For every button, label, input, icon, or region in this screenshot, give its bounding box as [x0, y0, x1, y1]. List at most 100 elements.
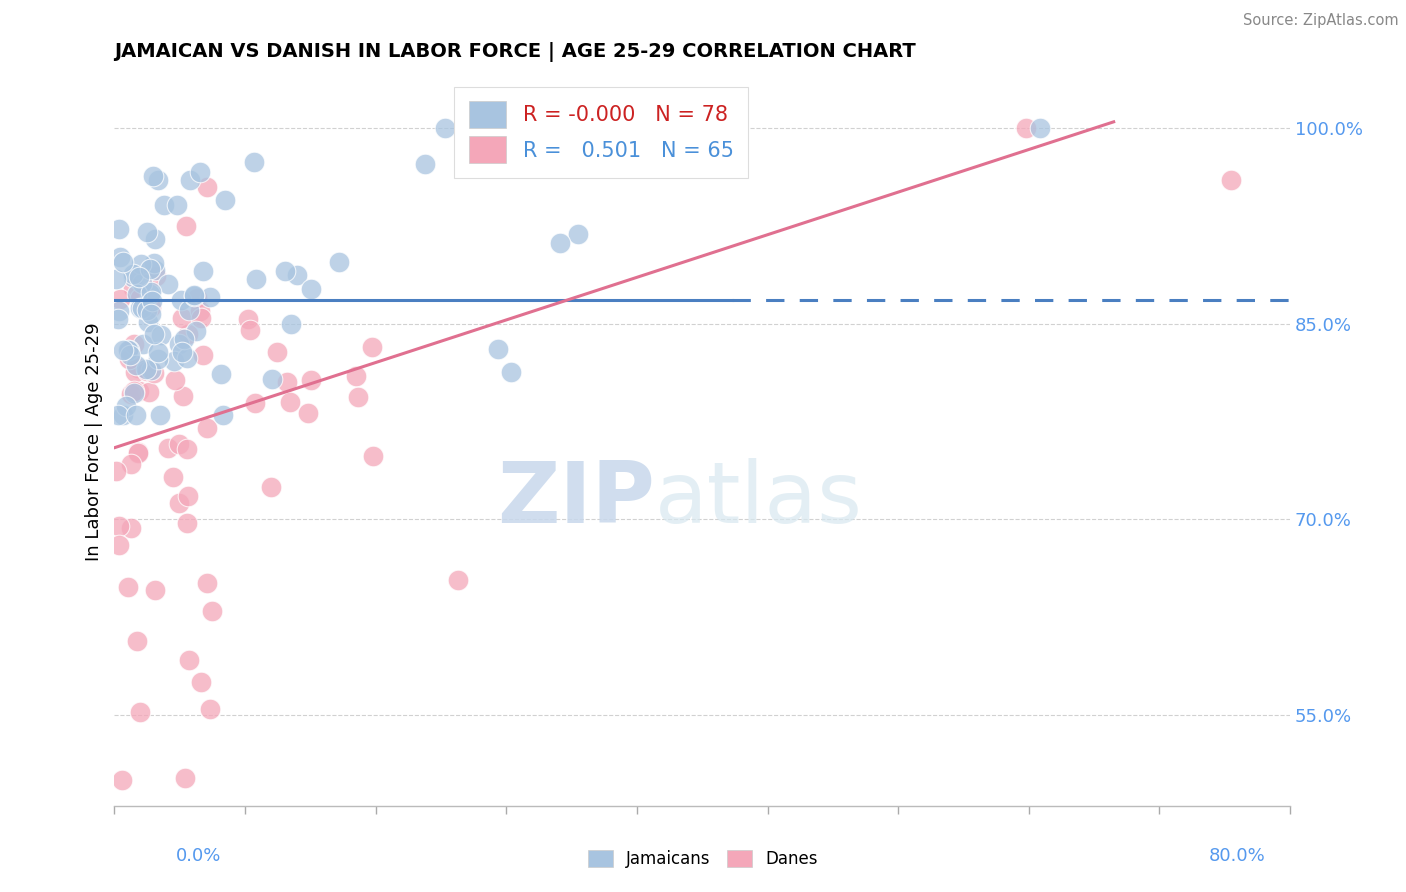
Point: [150, 327, 173, 342]
Legend: Jamaicans, Danes: Jamaicans, Danes: [581, 843, 825, 875]
Point: [143, 232, 166, 246]
Point: [139, 262, 162, 277]
Point: [143, 256, 166, 270]
Legend: R = -0.000   N = 78, R =   0.501   N = 65: R = -0.000 N = 78, R = 0.501 N = 65: [454, 87, 748, 178]
Point: [183, 288, 205, 302]
Point: [328, 255, 350, 269]
Point: [280, 317, 302, 331]
Point: [108, 304, 131, 318]
Point: [344, 369, 367, 384]
Point: [170, 345, 193, 359]
Point: [138, 385, 160, 400]
Point: [170, 293, 193, 308]
Point: [146, 351, 169, 366]
Point: [112, 343, 135, 357]
Point: [118, 351, 141, 366]
Point: [107, 222, 129, 236]
Point: [165, 373, 187, 387]
Point: [128, 705, 150, 719]
Point: [245, 396, 267, 410]
Point: [157, 441, 180, 455]
Point: [108, 292, 131, 306]
Point: [550, 236, 572, 251]
Point: [104, 272, 127, 286]
Point: [285, 268, 308, 283]
Point: [117, 580, 139, 594]
Point: [177, 653, 200, 667]
Point: [128, 384, 150, 398]
Point: [131, 277, 153, 291]
Point: [214, 193, 236, 207]
Point: [136, 315, 159, 329]
Point: [139, 285, 162, 299]
Point: [260, 372, 283, 386]
Point: [146, 172, 169, 186]
Point: [434, 121, 457, 136]
Point: [108, 519, 131, 533]
Point: [245, 271, 267, 285]
Point: [299, 373, 322, 387]
Point: [125, 634, 148, 648]
Point: [145, 269, 167, 284]
Point: [239, 323, 262, 337]
Point: [143, 583, 166, 598]
Point: [129, 291, 152, 305]
Point: [141, 363, 163, 377]
Point: [125, 286, 148, 301]
Point: [129, 257, 152, 271]
Point: [190, 165, 212, 179]
Point: [111, 255, 134, 269]
Point: [110, 773, 132, 788]
Point: [191, 348, 214, 362]
Point: [142, 366, 165, 380]
Point: [195, 576, 218, 591]
Point: [135, 362, 157, 376]
Point: [177, 327, 200, 342]
Point: [167, 437, 190, 451]
Text: atlas: atlas: [655, 458, 863, 541]
Point: [124, 386, 146, 401]
Point: [135, 225, 157, 239]
Point: [143, 262, 166, 277]
Point: [120, 457, 142, 471]
Point: [121, 270, 143, 285]
Point: [169, 336, 191, 351]
Point: [170, 311, 193, 326]
Point: [176, 219, 198, 234]
Point: [120, 347, 142, 361]
Point: [122, 384, 145, 398]
Point: [127, 445, 149, 459]
Point: [157, 277, 180, 292]
Point: [139, 287, 162, 301]
Point: [184, 325, 207, 339]
Y-axis label: In Labor Force | Age 25-29: In Labor Force | Age 25-29: [86, 322, 103, 560]
Text: 0.0%: 0.0%: [176, 847, 221, 864]
Point: [162, 354, 184, 368]
Point: [111, 408, 134, 422]
Point: [125, 408, 148, 422]
Point: [120, 387, 142, 401]
Point: [211, 408, 233, 422]
Point: [193, 263, 215, 277]
Point: [177, 489, 200, 503]
Point: [122, 268, 145, 282]
Point: [195, 420, 218, 434]
Point: [198, 702, 221, 716]
Point: [1220, 173, 1243, 187]
Point: [176, 442, 198, 456]
Point: [146, 345, 169, 359]
Point: [1014, 121, 1036, 136]
Point: [153, 197, 176, 211]
Text: ZIP: ZIP: [498, 458, 655, 541]
Point: [274, 264, 297, 278]
Point: [104, 464, 127, 478]
Point: [347, 390, 370, 404]
Point: [176, 351, 198, 366]
Text: Source: ZipAtlas.com: Source: ZipAtlas.com: [1243, 13, 1399, 29]
Point: [297, 406, 319, 420]
Point: [127, 360, 149, 375]
Point: [176, 516, 198, 530]
Point: [108, 537, 131, 551]
Point: [117, 343, 139, 358]
Point: [142, 327, 165, 342]
